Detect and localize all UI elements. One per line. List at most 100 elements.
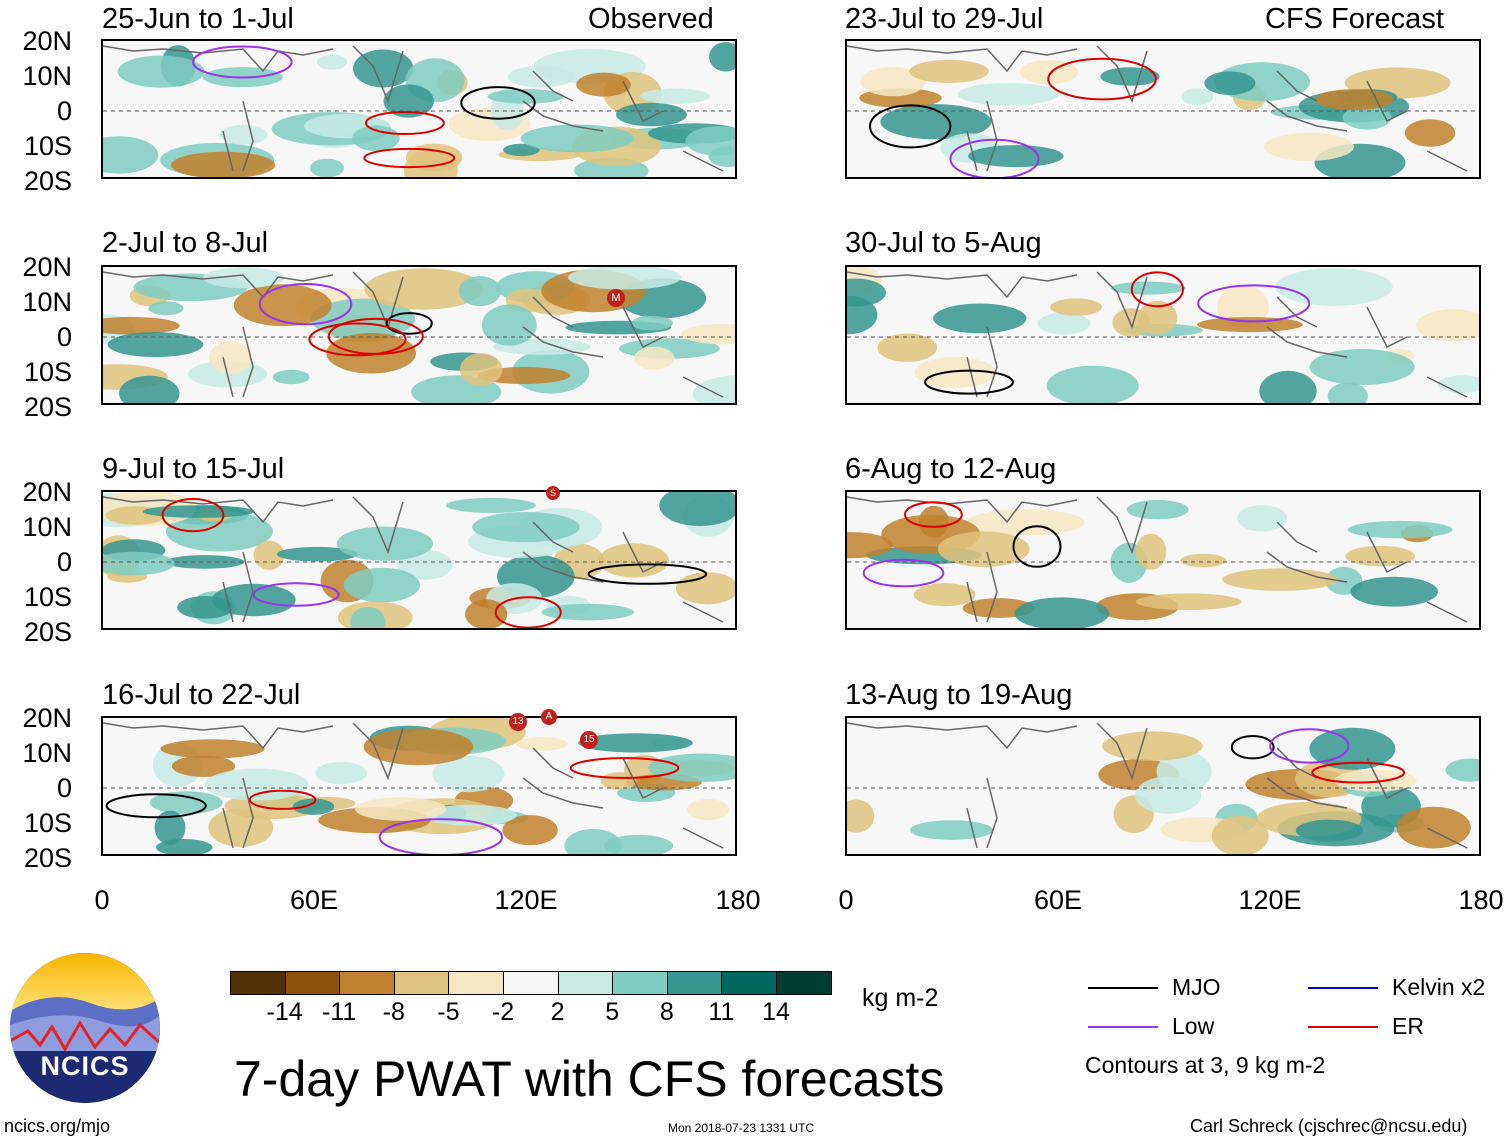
ncics-logo: NCICS	[10, 953, 160, 1103]
pwat-anomaly-blob	[1138, 300, 1178, 335]
pwat-anomaly-blob	[1437, 375, 1479, 393]
lon-label: 120E	[1238, 885, 1302, 915]
pwat-anomaly-blob	[578, 733, 693, 753]
pwat-field	[847, 45, 1479, 177]
colorbar-label: 2	[550, 998, 565, 1026]
pwat-anomaly-blob	[847, 799, 875, 833]
pwat-anomaly-blob	[1445, 758, 1479, 782]
wave-contour	[258, 282, 353, 326]
colorbar-label: 11	[708, 998, 735, 1026]
legend-note: Contours at 3, 9 kg m-2	[1085, 1052, 1326, 1078]
pwat-anomaly-blob	[317, 54, 348, 70]
colorbar-label: -5	[437, 998, 460, 1026]
lon-label: 60E	[289, 885, 339, 915]
pwat-anomaly-blob	[204, 768, 309, 801]
pwat-anomaly-blob	[459, 353, 503, 386]
panel-title-obs-1: 25-Jun to 1-Jul	[102, 3, 294, 35]
pwat-anomaly-blob	[1111, 281, 1186, 295]
lat-label: 20N	[22, 703, 72, 733]
pwat-anomaly-blob	[165, 555, 245, 569]
legend-line-mjo	[1088, 987, 1158, 989]
pwat-anomaly-blob	[1211, 815, 1269, 854]
pwat-anomaly-blob	[937, 531, 1030, 567]
map-panel-observed-3	[101, 490, 737, 630]
coastline	[847, 496, 1468, 623]
wave-contour	[587, 563, 708, 585]
wave-contour	[569, 757, 680, 779]
pwat-anomaly-blob	[880, 104, 992, 140]
pwat-anomaly-blob	[103, 316, 180, 335]
pwat-anomaly-blob	[659, 492, 735, 527]
lon-label: 180	[1458, 885, 1504, 915]
pwat-anomaly-blob	[253, 540, 285, 570]
wave-contour	[904, 501, 963, 528]
panel-title-fcst-1: 23-Jul to 29-Jul	[845, 3, 1044, 35]
pwat-field	[103, 42, 735, 177]
lon-label: 180	[715, 885, 761, 915]
pwat-anomaly-blob	[156, 839, 213, 854]
footer-credit: Carl Schreck (cjschrec@ncsu.edu)	[1190, 1116, 1468, 1136]
coastline	[103, 45, 724, 172]
pwat-anomaly-blob	[1135, 533, 1167, 570]
pwat-anomaly-blob	[1259, 370, 1317, 403]
pwat-field	[103, 267, 735, 403]
lon-label: 0	[838, 885, 854, 915]
colorbar-label: -11	[322, 998, 357, 1026]
pwat-anomaly-blob	[1046, 365, 1139, 403]
wave-contour	[1311, 761, 1406, 784]
panel-title-fcst-2: 30-Jul to 5-Aug	[845, 227, 1042, 259]
pwat-anomaly-blob	[177, 596, 234, 619]
pwat-anomaly-blob	[202, 267, 285, 289]
colorbar-swatch	[666, 971, 723, 995]
pwat-anomaly-blob	[208, 808, 274, 847]
colorbar-swatch	[557, 971, 614, 995]
pwat-anomaly-blob	[405, 143, 463, 172]
pwat-anomaly-blob	[1100, 67, 1160, 86]
coastline	[847, 722, 1468, 849]
pwat-anomaly-blob	[142, 505, 255, 518]
lon-label: 0	[94, 885, 110, 915]
coastline	[847, 271, 1468, 398]
wave-contour	[1230, 735, 1275, 760]
pwat-anomaly-blob	[165, 511, 273, 552]
colorbar-swatch	[448, 971, 504, 995]
pwat-anomaly-blob	[117, 55, 205, 88]
wave-contour	[494, 596, 562, 628]
legend-line-er	[1308, 1026, 1378, 1028]
pwat-anomaly-blob	[675, 572, 735, 605]
pwat-anomaly-blob	[1334, 769, 1417, 792]
wave-contour	[365, 111, 445, 135]
pwat-anomaly-blob	[708, 146, 735, 167]
pwat-anomaly-blob	[615, 102, 687, 127]
pwat-anomaly-blob	[631, 315, 673, 331]
lat-label: 0	[56, 322, 72, 352]
colorbar-label: -8	[382, 998, 405, 1026]
lat-label: 10S	[23, 357, 72, 387]
footer-url: ncics.org/mjo	[4, 1116, 111, 1136]
wave-contour	[308, 322, 407, 357]
pwat-anomaly-blob	[219, 124, 268, 145]
map-panel-forecast-3	[845, 490, 1481, 630]
panel-title-obs-3: 9-Jul to 15-Jul	[102, 453, 285, 485]
main-title: 7-day PWAT with CFS forecasts	[234, 1051, 945, 1107]
pwat-anomaly-blob	[1347, 520, 1453, 539]
pwat-anomaly-blob	[877, 333, 938, 362]
lon-label: 120E	[494, 885, 558, 915]
pwat-anomaly-blob	[966, 509, 1085, 536]
lat-label: 10S	[23, 582, 72, 612]
pwat-anomaly-blob	[292, 798, 335, 815]
wave-contour	[161, 498, 225, 533]
pwat-anomaly-blob	[1222, 568, 1339, 591]
pwat-anomaly-blob	[957, 83, 1059, 106]
pwat-anomaly-blob	[170, 151, 276, 177]
pwat-anomaly-blob	[148, 301, 184, 316]
map-panel-observed-4	[101, 716, 737, 856]
legend-line-low	[1088, 1026, 1158, 1028]
pwat-anomaly-blob	[709, 42, 735, 72]
pwat-anomaly-blob	[432, 755, 505, 793]
lat-label: 0	[56, 773, 72, 803]
wave-contour	[105, 793, 207, 819]
lat-label: 20S	[23, 843, 72, 873]
colorbar-swatch	[393, 971, 450, 995]
pwat-anomaly-blob	[910, 820, 993, 840]
